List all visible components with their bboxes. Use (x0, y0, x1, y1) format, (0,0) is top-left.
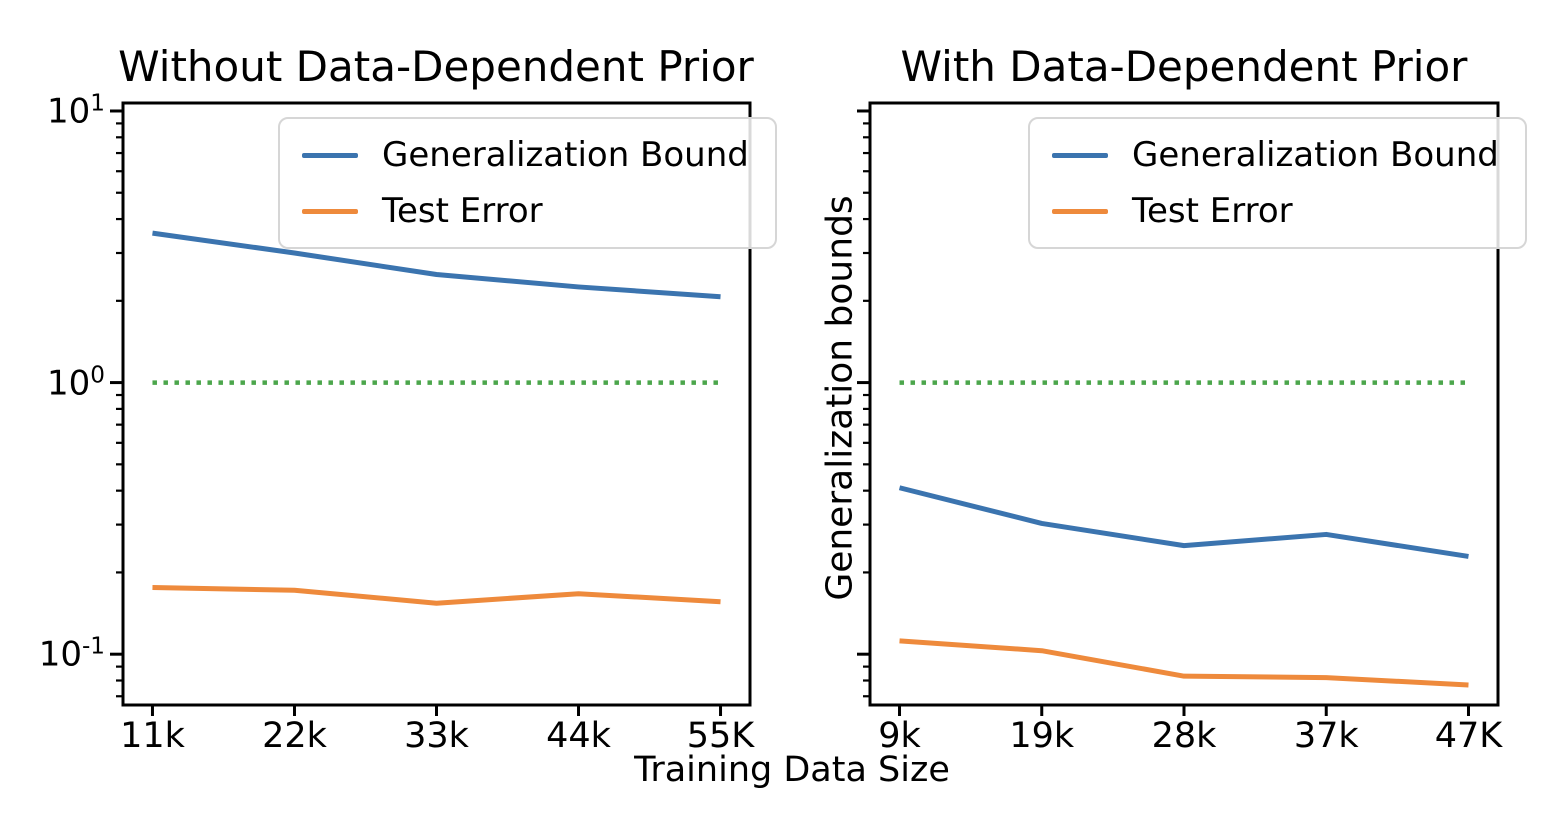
legend-label: Generalization Bound (382, 135, 749, 175)
x-tick-label: 47K (1434, 716, 1503, 756)
x-tick-label: 28k (1151, 716, 1217, 756)
x-axis-label: Training Data Size (634, 750, 950, 790)
legend-label: Test Error (1132, 191, 1293, 231)
x-tick-label: 37k (1293, 716, 1359, 756)
test-error-line-swatch (302, 208, 358, 214)
y-tick-label: 100 (47, 361, 105, 404)
x-tick-label: 33k (404, 716, 469, 756)
x-tick-label: 44k (546, 716, 611, 756)
series-line-generalization-bound (152, 230, 721, 300)
legend-item-generalization-bound: Generalization Bound (1052, 135, 1499, 175)
x-tick-label: 22k (262, 716, 327, 756)
y-tick-label: 101 (47, 90, 105, 132)
legend-item-test-error: Test Error (1052, 191, 1499, 231)
generalization-bound-line-swatch (302, 152, 358, 158)
x-tick-label: 9k (878, 716, 921, 756)
left-chart-title: Without Data-Dependent Prior (118, 42, 754, 91)
legend-label: Test Error (382, 191, 543, 231)
legend-item-test-error: Test Error (302, 191, 749, 231)
series-line-generalization-bound (898, 485, 1469, 559)
generalization-bound-line-swatch (1052, 152, 1108, 158)
x-tick-label: 55K (686, 716, 755, 756)
legend-right: Generalization Bound Test Error (1028, 117, 1527, 249)
x-tick-label: 11k (120, 716, 185, 756)
right-chart-title: With Data-Dependent Prior (900, 42, 1468, 91)
series-line-test-error (899, 638, 1469, 688)
x-tick-label: 19k (1009, 716, 1075, 756)
test-error-line-swatch (1052, 208, 1108, 214)
legend-item-generalization-bound: Generalization Bound (302, 135, 749, 175)
legend-label: Generalization Bound (1132, 135, 1499, 175)
series-line-test-error (152, 585, 721, 606)
y-tick-label: 10-1 (38, 633, 105, 675)
legend-left: Generalization Bound Test Error (278, 117, 777, 249)
